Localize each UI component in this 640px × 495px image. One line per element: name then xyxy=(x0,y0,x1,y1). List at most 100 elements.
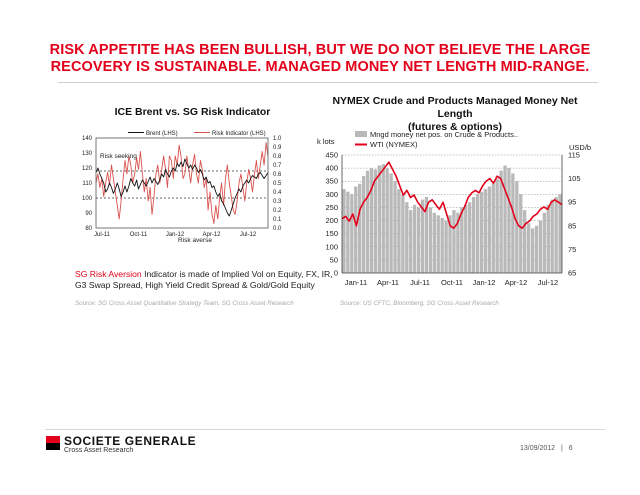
net-length-bar xyxy=(413,204,417,273)
net-length-bar xyxy=(436,215,440,273)
left-plot-frame xyxy=(95,137,269,229)
net-length-bar xyxy=(369,168,374,273)
net-length-bar xyxy=(550,199,554,273)
right-y-tick-label: 85 xyxy=(568,221,576,230)
right-y-tick-label: 75 xyxy=(568,245,576,254)
net-length-bar xyxy=(487,186,491,273)
net-length-bar xyxy=(389,173,393,273)
net-length-bar xyxy=(342,189,346,273)
legend-risk-label: Risk Indicator (LHS) xyxy=(212,131,266,137)
left-y-tick-label: 100 xyxy=(325,242,338,251)
net-length-bar xyxy=(440,217,444,273)
net-length-bar xyxy=(468,202,472,273)
net-length-bar xyxy=(424,197,429,273)
net-length-bar xyxy=(420,199,425,273)
left-y-tick-label: 450 xyxy=(325,151,338,160)
x-tick-label: Apr-11 xyxy=(377,278,399,287)
title-line-1: RISK APPETITE HAS BEEN BULLISH, BUT WE D… xyxy=(49,42,591,58)
right-y-tick-label: 0.7 xyxy=(273,163,282,169)
net-length-bar xyxy=(523,210,527,273)
legend-brent-label: Brent (LHS) xyxy=(146,131,178,137)
x-tick-label: Jul-12 xyxy=(240,232,257,238)
footer-meta: 13/09/2012 | 6 xyxy=(520,445,573,452)
right-y-tick-label: 0.9 xyxy=(273,145,282,151)
right-y-tick-label: 0.2 xyxy=(273,208,282,214)
net-length-bar xyxy=(377,165,381,273)
x-tick-label: Jan-12 xyxy=(473,278,496,287)
net-length-bar xyxy=(464,204,468,273)
left-legend: Brent (LHS) Risk Indicator (LHS) xyxy=(128,131,266,137)
risk-seeking-annotation: Risk seeking xyxy=(100,153,137,160)
risk-averse-annotation: Risk averse xyxy=(178,237,212,244)
net-length-bar xyxy=(393,181,397,273)
page-number: 6 xyxy=(568,445,573,452)
left-y-tick-label: 100 xyxy=(82,196,93,202)
left-chart-title: ICE Brent vs. SG Risk Indicator xyxy=(114,106,271,118)
net-length-bar xyxy=(350,194,354,273)
net-length-bar xyxy=(365,170,370,273)
risk-indicator-line xyxy=(95,142,269,224)
net-length-bar xyxy=(538,220,543,273)
x-tick-label: Oct-11 xyxy=(130,232,148,238)
page-title: RISK APPETITE HAS BEEN BULLISH, BUT WE D… xyxy=(20,42,620,76)
net-length-bar xyxy=(428,207,433,273)
wti-line xyxy=(341,161,563,229)
net-length-bar xyxy=(507,168,511,273)
net-length-bar xyxy=(534,225,539,273)
brent-line xyxy=(95,158,269,217)
x-tick-label: Jul-11 xyxy=(410,278,430,287)
legend-bars-label: Mngd money net pos. on Crude & Products.… xyxy=(370,130,518,139)
left-y-tick-label: 140 xyxy=(82,136,93,142)
net-length-bar xyxy=(416,207,421,273)
net-length-bar xyxy=(515,181,519,273)
left-y-tick-label: 120 xyxy=(82,166,93,172)
left-y-tick-label: 50 xyxy=(330,255,338,264)
net-length-bar xyxy=(479,191,484,273)
net-length-bar xyxy=(530,228,535,273)
x-tick-label: Jan-12 xyxy=(166,232,185,238)
net-length-bar xyxy=(483,189,488,273)
title-line-2: RECOVERY IS SUSTAINABLE. MANAGED MONEY N… xyxy=(50,59,590,75)
left-y-tick-label: 250 xyxy=(325,203,338,212)
net-length-bar xyxy=(491,183,495,273)
footer-date: 13/09/2012 xyxy=(520,445,556,452)
net-length-bar xyxy=(432,212,436,273)
right-lines xyxy=(341,161,563,229)
x-tick-label: Apr-12 xyxy=(202,232,221,238)
net-length-bar xyxy=(381,164,385,273)
net-length-bar xyxy=(401,194,405,273)
right-source: Source: US CFTC, Bloomberg, SG Cross Ass… xyxy=(340,300,499,307)
risk-aversion-note: SG Risk Aversion Indicator is made of Im… xyxy=(75,269,333,291)
left-y-tick-label: 110 xyxy=(82,181,92,187)
net-length-bar xyxy=(354,186,358,273)
division-name: Cross Asset Research xyxy=(64,447,134,454)
net-length-bar xyxy=(546,204,550,273)
nymex-managed-money-chart: 0 50 100 150 200 250 300 350 400 450 65 75 85 95 105 11… xyxy=(317,130,591,288)
net-length-bar xyxy=(448,215,452,273)
left-y-tick-label: 130 xyxy=(82,151,93,157)
net-length-bar xyxy=(456,212,460,273)
left-y-tick-label: 300 xyxy=(325,190,338,199)
left-y-tick-label: 90 xyxy=(85,211,92,217)
net-length-bar xyxy=(519,194,523,273)
net-length-bar xyxy=(511,173,515,273)
left-lines xyxy=(95,142,269,224)
right-axes: 0 50 100 150 200 250 300 350 400 450 65 75 85 95 105 11… xyxy=(325,151,580,288)
title-divider xyxy=(58,82,598,83)
net-length-bar xyxy=(471,197,476,273)
net-length-bar xyxy=(385,168,389,273)
net-length-bar xyxy=(542,212,546,273)
right-bars xyxy=(342,154,562,274)
left-y-tick-label: 200 xyxy=(325,216,338,225)
right-y-tick-label: 0.3 xyxy=(273,199,282,205)
footer-separator: | xyxy=(561,445,563,452)
right-unit-label: USD/b xyxy=(569,143,591,152)
right-y-tick-label: 1.0 xyxy=(273,136,282,142)
net-length-bar xyxy=(405,202,409,273)
right-legend: Mngd money net pos. on Crude & Products.… xyxy=(355,130,518,149)
footer-divider xyxy=(45,429,605,430)
net-length-bar xyxy=(558,194,562,273)
left-y-tick-label: 400 xyxy=(325,164,338,173)
net-length-bar xyxy=(460,207,464,273)
net-length-bar xyxy=(554,197,558,273)
